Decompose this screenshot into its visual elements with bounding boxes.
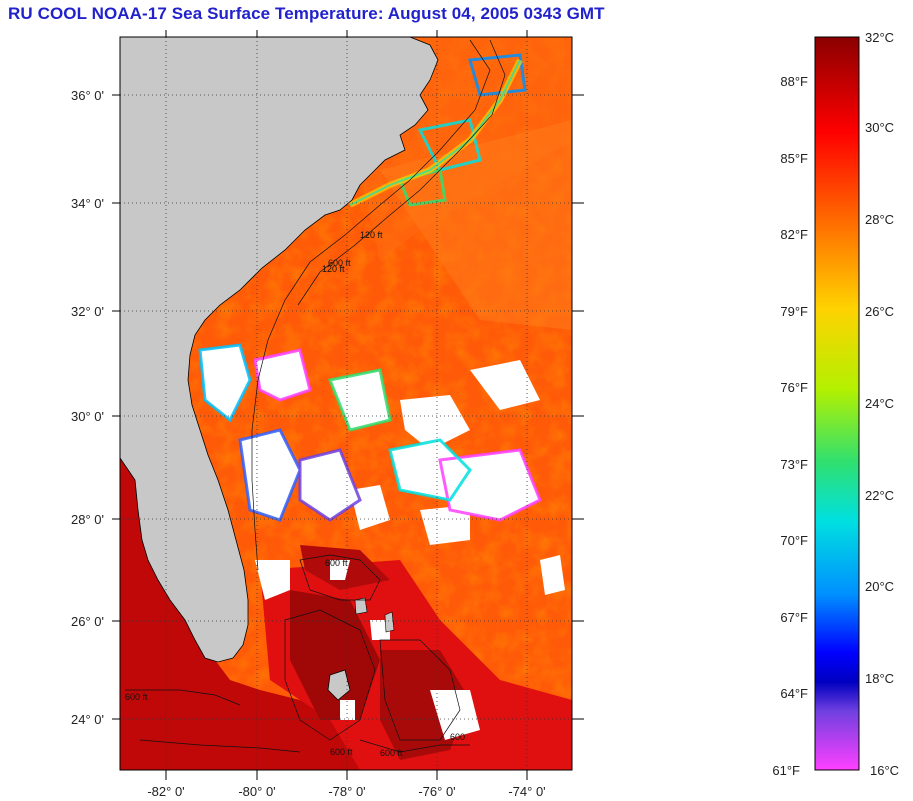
gulf-warm-water <box>120 455 360 770</box>
map-panel: 120 ft 600 ft 120 ft 600 ft 600 ft 600 f… <box>120 37 572 770</box>
colorbar <box>814 36 860 771</box>
colorbar-celsius-label: 28°C <box>865 212 894 227</box>
contour-label: 600 ft <box>325 558 348 568</box>
colorbar-fahrenheit-label: 79°F <box>780 304 808 319</box>
lat-label: 28° 0' <box>71 512 104 527</box>
cloud-edge-fringes <box>198 53 542 522</box>
axis-ticks <box>112 30 584 780</box>
lat-label: 26° 0' <box>71 614 104 629</box>
lat-label: 32° 0' <box>71 304 104 319</box>
colorbar-fahrenheit-label: 85°F <box>780 151 808 166</box>
colorbar-celsius-label: 18°C <box>865 671 894 686</box>
contour-label: 600 ft <box>380 748 403 758</box>
land-mass <box>120 37 439 663</box>
lon-label: -80° 0' <box>238 784 275 799</box>
lon-label: -74° 0' <box>508 784 545 799</box>
colorbar-celsius-label: 22°C <box>865 488 894 503</box>
colorbar-fahrenheit-label: 67°F <box>780 610 808 625</box>
colorbar-celsius-label: 16°C <box>870 763 899 778</box>
colorbar-fahrenheit-label: 88°F <box>780 74 808 89</box>
colorbar-fahrenheit-label: 61°F <box>772 763 800 778</box>
cloud-cover <box>200 345 565 740</box>
lon-label: -76° 0' <box>418 784 455 799</box>
contour-label: 120 ft <box>322 264 345 274</box>
contour-label: 600 ft <box>330 747 353 757</box>
contour-label: 600 <box>450 732 465 742</box>
colorbar-celsius-label: 32°C <box>865 30 894 45</box>
bahamas-island <box>327 669 351 701</box>
contour-label: 600 ft <box>328 258 351 268</box>
lon-label: -82° 0' <box>147 784 184 799</box>
colorbar-fahrenheit-label: 70°F <box>780 533 808 548</box>
graticule-grid <box>120 37 572 770</box>
lat-label: 24° 0' <box>71 712 104 727</box>
colorbar-fahrenheit-label: 76°F <box>780 380 808 395</box>
contour-label: 600 ft <box>125 692 148 702</box>
chart-title: RU COOL NOAA-17 Sea Surface Temperature:… <box>8 4 605 23</box>
colorbar-celsius-label: 30°C <box>865 120 894 135</box>
colorbar-fahrenheit-label: 82°F <box>780 227 808 242</box>
colorbar-celsius-label: 26°C <box>865 304 894 319</box>
colorbar-celsius-label: 20°C <box>865 579 894 594</box>
contour-label: 120 ft <box>360 230 383 240</box>
lon-label: -78° 0' <box>328 784 365 799</box>
lat-label: 34° 0' <box>71 196 104 211</box>
colorbar-fahrenheit-label: 73°F <box>780 457 808 472</box>
colorbar-fahrenheit-label: 64°F <box>780 686 808 701</box>
bathymetry-contours <box>125 39 506 753</box>
lat-label: 30° 0' <box>71 409 104 424</box>
map-frame <box>119 36 573 771</box>
lat-label: 36° 0' <box>71 88 104 103</box>
colorbar-celsius-label: 24°C <box>865 396 894 411</box>
